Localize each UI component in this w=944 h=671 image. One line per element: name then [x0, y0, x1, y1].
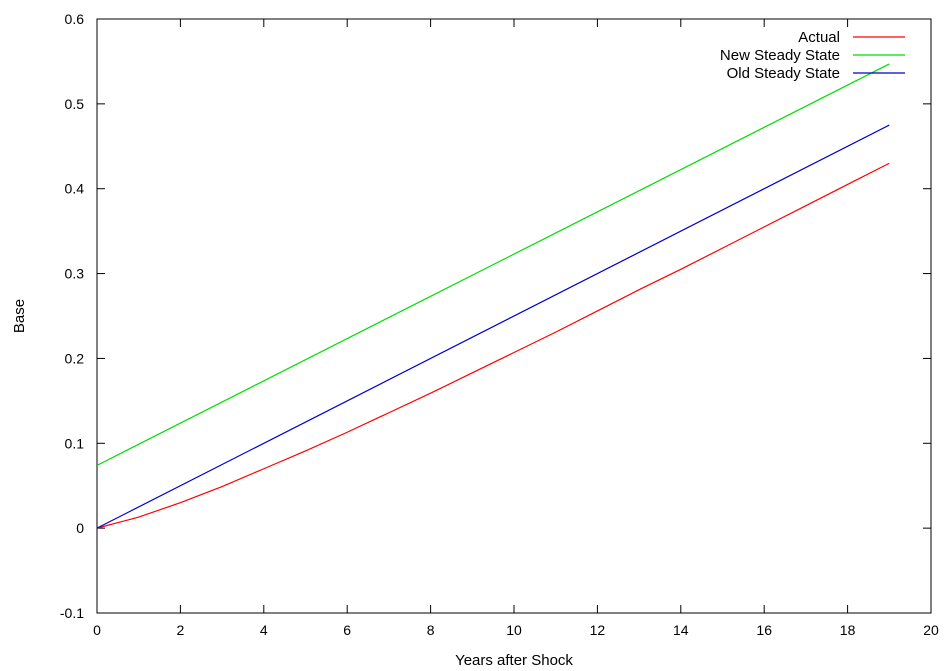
x-tick-label: 8 [427, 622, 435, 638]
x-tick-label: 4 [260, 622, 268, 638]
legend-label: Old Steady State [727, 65, 840, 82]
y-tick-label: -0.1 [60, 605, 84, 621]
y-axis-title: Base [11, 299, 28, 333]
y-tick-label: 0.6 [65, 11, 85, 27]
series-line [96, 162, 890, 529]
y-tick-label: 0.5 [65, 96, 85, 112]
x-tick-label: 2 [177, 622, 185, 638]
legend-label: New Steady State [720, 47, 840, 64]
x-tick-label: 20 [923, 622, 939, 638]
y-tick-label: 0.4 [65, 181, 85, 197]
series-line [96, 63, 890, 466]
y-tick-label: 0.2 [65, 350, 85, 366]
plot-area: 0 2 4 6 8 10 12 14 16 18 20 -0.1 0 0.1 0.2 0.3 0.4 0.5 0.6 [60, 11, 939, 638]
x-tick-label: 14 [673, 622, 689, 638]
x-tick-label: 6 [343, 622, 351, 638]
legend-label: Actual [798, 29, 840, 46]
y-tick-label: 0.3 [65, 266, 85, 282]
series-line [96, 124, 890, 529]
y-tick-label: 0.1 [65, 435, 85, 451]
x-tick-label: 0 [93, 622, 101, 638]
y-tick-label: 0 [76, 520, 84, 536]
x-tick-label: 10 [506, 622, 522, 638]
x-tick-label: 12 [590, 622, 606, 638]
x-tick-label: 18 [840, 622, 856, 638]
x-axis-title: Years after Shock [455, 652, 573, 669]
x-tick-label: 16 [756, 622, 772, 638]
